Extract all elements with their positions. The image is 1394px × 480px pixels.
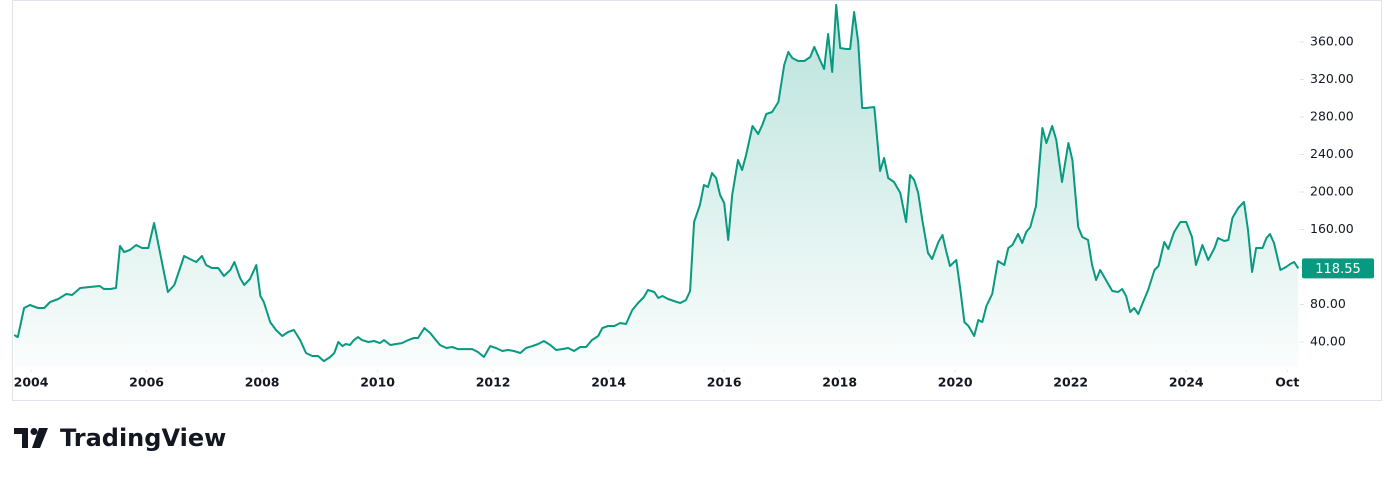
chart-frame	[12, 0, 1382, 401]
logo-dot	[30, 428, 38, 435]
brand-name: TradingView	[60, 424, 226, 452]
y-tick-label: 320.00	[1310, 71, 1354, 86]
y-tick-label: 360.00	[1310, 33, 1354, 48]
x-tick-label: 2006	[129, 375, 164, 390]
brand-logo	[14, 428, 48, 448]
x-tick-label: 2024	[1169, 375, 1204, 390]
logo-mark	[14, 428, 28, 448]
y-tick-label: 200.00	[1310, 184, 1354, 199]
x-tick-label: Oct	[1275, 375, 1299, 390]
x-tick-label: 2018	[822, 375, 857, 390]
logo-mark	[32, 428, 48, 448]
y-tick-label: 40.00	[1310, 334, 1346, 349]
last-price-badge	[1302, 258, 1374, 279]
x-tick-label: 2008	[245, 375, 280, 390]
last-price-label: 118.55	[1315, 262, 1361, 277]
x-tick-label: 2012	[476, 375, 511, 390]
x-tick-label: 2004	[14, 375, 49, 390]
plot-area: 40.0080.00120.00160.00200.00240.00280.00…	[13, 3, 1374, 390]
x-tick-label: 2020	[938, 375, 973, 390]
y-tick-label: 280.00	[1310, 108, 1354, 123]
x-tick-label: 2014	[591, 375, 626, 390]
y-tick-label: 160.00	[1310, 221, 1354, 236]
y-tick-label: 80.00	[1310, 296, 1346, 311]
x-tick-label: 2022	[1053, 375, 1088, 390]
y-tick-label: 240.00	[1310, 146, 1354, 161]
x-tick-label: 2010	[360, 375, 395, 390]
x-tick-label: 2016	[707, 375, 742, 390]
area-fill	[14, 4, 1299, 367]
price-line	[13, 3, 1300, 363]
